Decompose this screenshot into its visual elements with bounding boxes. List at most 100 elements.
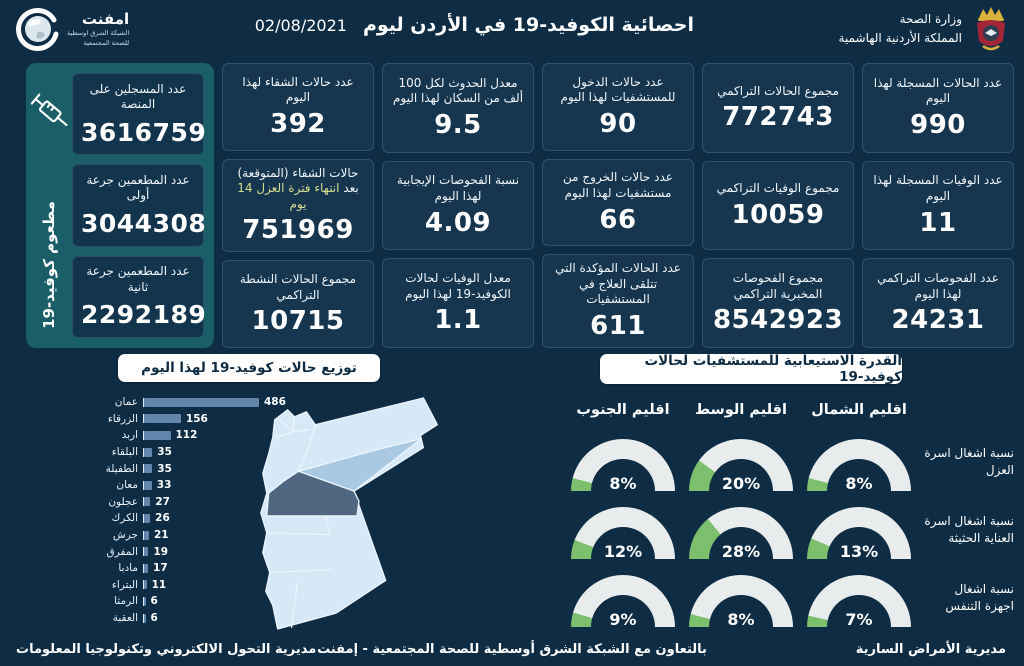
stat-label: عدد حالات الدخول للمستشفيات لهذا اليوم [560, 74, 676, 105]
gauge-cell: 20% [682, 428, 800, 496]
gauge-cell: 8% [800, 428, 918, 496]
stat-card-total-tests: مجموع الفحوصات المخبرية التراكمي 8542923 [702, 258, 854, 349]
bar [143, 613, 146, 623]
gauge-value-label: 8% [845, 474, 873, 491]
bar [143, 580, 147, 590]
bar-category-label: المفرق [106, 545, 138, 558]
gauge-row-label: نسبة اشغال اجهزة التنفس [945, 581, 1014, 613]
footer-cooperation: بالتعاون مع الشبكة الشرق أوسطية للصحة ال… [317, 642, 707, 657]
bar-category-label: البتراء [111, 578, 138, 591]
emphnet-logo: امفنت الشبكة الشرق اوسطية للصحة المجتمعي… [14, 6, 129, 52]
bar [143, 513, 151, 523]
bar-category-label: عجلون [108, 495, 138, 508]
region-header: اقليم الوسط [695, 402, 788, 418]
stat-label: عدد حالات الخروج من مستشفيات لهذا اليوم [563, 170, 673, 200]
semicircle-gauge: 7% [807, 575, 911, 627]
capacity-section-title: القدرة الاستيعابية للمستشفيات لحالات كوف… [600, 353, 902, 385]
stat-card-recovered-today: عدد حالات الشفاء لهذا اليوم 392 [222, 63, 374, 151]
ministry-text: وزارة الصحة المملكة الأردنية الهاشمية [839, 10, 962, 47]
semicircle-gauge: 8% [689, 575, 793, 627]
stat-label: عدد الوفيات المسجلة لهذا اليوم [873, 173, 1003, 203]
bar-row: الرمثا 6 [86, 593, 306, 610]
bar-value-label: 35 [157, 462, 172, 475]
semicircle-gauge: 28% [689, 507, 793, 559]
stat-value: 90 [599, 108, 637, 139]
stat-value: 1.1 [434, 305, 482, 336]
bar [143, 430, 171, 440]
gauge-row-label: نسبة اشغال اسرة العزل [924, 445, 1014, 477]
gauge-cell: 13% [800, 496, 918, 564]
stat-label: عدد الحالات المسجلة لهذا اليوم [873, 75, 1003, 106]
column-hospitals: عدد حالات الدخول للمستشفيات لهذا اليوم 9… [542, 63, 694, 348]
bar-row: الزرقاء 156 [86, 411, 306, 428]
stat-card-fatality-rate: معدل الوفيات لحالات الكوفيد-19 لهذا اليو… [382, 258, 534, 349]
title-date: 02/08/2021 [254, 16, 347, 35]
stat-card-second-dose: عدد المطعمين جرعة ثانية 2292189 [72, 255, 207, 338]
bar-row: جرش 21 [86, 527, 306, 544]
bar-row: عمان 486 [86, 394, 306, 411]
stats-grid: عدد الحالات المسجلة لهذا اليوم 990 عدد ا… [26, 63, 1014, 349]
bar-row: العقبة 6 [86, 610, 306, 627]
stat-card-discharges: عدد حالات الخروج من مستشفيات لهذا اليوم … [542, 158, 694, 247]
bar-value-label: 27 [155, 495, 170, 508]
stat-value: 24231 [891, 305, 985, 336]
stat-label: عدد المسجلين على المنصة [89, 81, 187, 112]
bar-row: الكرك 26 [86, 510, 306, 527]
bar [143, 447, 153, 457]
bar-category-label: الزرقاء [107, 412, 138, 425]
gauge-grid-corner [918, 392, 1014, 428]
expected-recoveries-label-line2: انتهاء فترة العزل 14 يوم [237, 181, 340, 211]
bar-category-label: الطفيلة [105, 462, 138, 475]
bar [143, 464, 153, 474]
stat-value: 611 [590, 311, 646, 341]
stat-value: 10059 [731, 199, 825, 230]
column-cumulative: مجموع الحالات التراكمي 772743 مجموع الوف… [702, 63, 854, 349]
bar [143, 530, 149, 540]
bar-row: عجلون 27 [86, 494, 306, 511]
bar [143, 596, 146, 606]
stat-value: 4.09 [424, 207, 492, 238]
bar-category-label: جرش [112, 529, 138, 542]
stat-label: عدد الحالات المؤكدة التي تتلقى العلاج في… [555, 261, 681, 307]
gauge-cell: 8% [682, 564, 800, 632]
bar [143, 480, 152, 490]
vaccine-panel: مطعوم كوفيد-19 عدد المسجلين على المنصة 3… [26, 63, 214, 348]
bar [143, 414, 181, 424]
bar-row: البلقاء 35 [86, 444, 306, 461]
stat-label: عدد المطعمين جرعة أولى [86, 172, 190, 203]
gauge-value-label: 9% [609, 610, 637, 627]
stat-label: عدد حالات الشفاء لهذا اليوم [242, 74, 354, 105]
emphnet-subtitle-2: للصحة المجتمعية [83, 39, 130, 47]
semicircle-gauge: 12% [571, 507, 675, 559]
semicircle-gauge: 8% [807, 439, 911, 491]
semicircle-gauge: 9% [571, 575, 675, 627]
bar-value-label: 17 [153, 562, 168, 575]
stat-card-hospitalized: عدد الحالات المؤكدة التي تتلقى العلاج في… [542, 254, 694, 348]
semicircle-gauge: 13% [807, 507, 911, 559]
jordan-coat-of-arms-icon [977, 7, 1005, 51]
bar-value-label: 21 [153, 529, 169, 542]
stat-value: 392 [270, 108, 326, 139]
ministry-line2: المملكة الأردنية الهاشمية [838, 31, 962, 45]
bar-row: معان 33 [86, 477, 306, 494]
bar [143, 563, 149, 573]
vaccine-vertical-label-wrap: مطعوم كوفيد-19 [26, 181, 72, 348]
jordan-map [260, 397, 438, 630]
gauge-row-label: نسبة اشغال اسرة العناية الحثيثة [924, 513, 1014, 545]
gauge-cell: 28% [682, 496, 800, 564]
stat-card-tests-today: عدد الفحوصات التراكمي لهذا اليوم 24231 [862, 258, 1014, 349]
gauge-value-label: 20% [721, 474, 761, 491]
stat-card-deaths-today: عدد الوفيات المسجلة لهذا اليوم 11 [862, 160, 1014, 251]
bar [143, 397, 259, 407]
stat-value: 2292189 [81, 300, 207, 330]
bar-value-label: 35 [157, 446, 172, 459]
bar-category-label: اربد [121, 429, 138, 442]
stat-card-expected-recoveries: حالات الشفاء (المتوقعة) بعد انتهاء فترة … [222, 158, 374, 253]
bar-category-label: الكرك [111, 512, 138, 525]
region-header: اقليم الجنوب [576, 402, 670, 418]
stat-value: 9.5 [434, 109, 482, 140]
gauge-value-label: 8% [609, 474, 637, 491]
bar-value-label: 26 [155, 512, 170, 525]
bar-value-label: 11 [151, 578, 167, 591]
